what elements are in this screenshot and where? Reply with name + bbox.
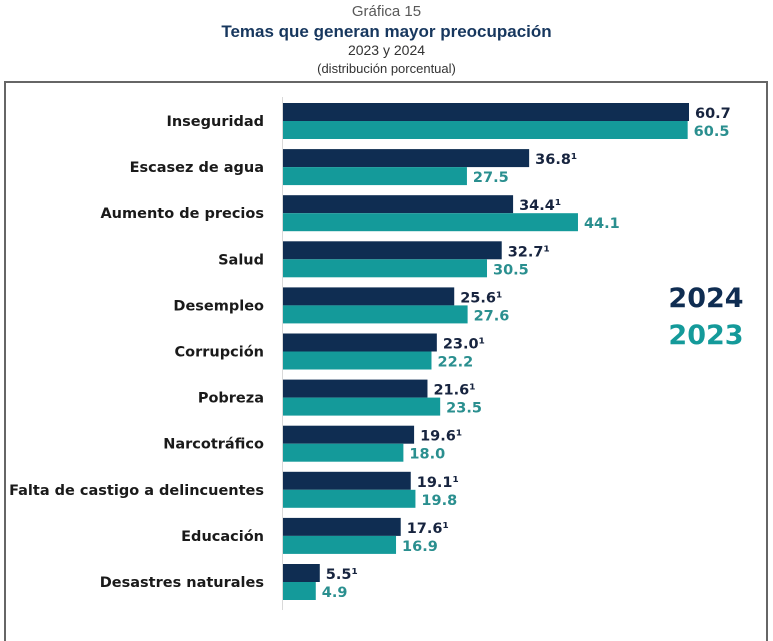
value-label-2023-inseguridad: 60.5: [694, 124, 730, 140]
bar-2023-corrupcion: [283, 351, 432, 370]
bar-chart: Inseguridad Escasez de agua Aumento de pre…: [9, 97, 744, 610]
category-label-falta-de-castigo-a-delincuentes: Falta de castigo a delincuentes: [9, 483, 264, 499]
bar-2023-salud: [283, 259, 488, 278]
category-label-aumento-de-precios: Aumento de precios: [100, 206, 264, 222]
value-label-2024-aumento-de-precios: 34.4¹: [519, 198, 561, 214]
category-label-inseguridad: Inseguridad: [166, 114, 264, 130]
value-label-2024-desastres-naturales: 5.5¹: [326, 567, 358, 583]
category-label-desastres-naturales: Desastres naturales: [100, 575, 264, 591]
bar-2024-escasez-de-agua: [283, 149, 530, 168]
bar-2023-educacion: [283, 535, 397, 554]
value-label-2023-corrupcion: 22.2: [437, 355, 473, 371]
value-label-2024-desempleo: 25.6¹: [460, 290, 502, 306]
value-label-2024-escasez-de-agua: 36.8¹: [535, 152, 577, 168]
category-label-pobreza: Pobreza: [198, 391, 264, 407]
value-label-2024-educacion: 17.6¹: [407, 521, 449, 537]
category-label-corrupcion: Corrupción: [175, 345, 264, 361]
bar-2023-aumento-de-precios: [283, 213, 578, 232]
bar-2024-corrupcion: [283, 333, 437, 352]
bar-2024-pobreza: [283, 379, 428, 398]
bar-2024-educacion: [283, 517, 401, 536]
category-label-escasez-de-agua: Escasez de agua: [130, 160, 264, 176]
value-label-2023-desempleo: 27.6: [474, 308, 510, 324]
value-labels: 60.7 60.5 36.8¹ 27.5 34.4¹ 44.1 32.7¹ 30.5 25.6¹…: [322, 106, 731, 601]
value-label-2024-salud: 32.7¹: [508, 244, 550, 260]
chart-subtitle: 2023 y 2024: [347, 42, 426, 58]
bar-2023-escasez-de-agua: [283, 167, 467, 186]
bar-2024-inseguridad: [283, 103, 689, 121]
chart-title: Temas que generan mayor preocupación: [221, 22, 552, 41]
value-label-2023-salud: 30.5: [493, 262, 529, 278]
category-label-desempleo: Desempleo: [173, 298, 264, 314]
bar-2024-aumento-de-precios: [283, 195, 514, 214]
value-label-2023-desastres-naturales: 4.9: [322, 585, 348, 601]
bars-group: [283, 103, 689, 600]
value-label-2024-falta-de-castigo-a-delincuentes: 19.1¹: [417, 475, 459, 491]
bar-2024-narcotrafico: [283, 425, 415, 444]
value-label-2024-pobreza: 21.6¹: [433, 383, 475, 399]
category-label-educacion: Educación: [181, 529, 264, 545]
chart-kicker: Gráfica 15: [351, 3, 422, 20]
value-label-2024-narcotrafico: 19.6¹: [420, 429, 462, 445]
value-label-2023-educacion: 16.9: [402, 539, 438, 555]
bar-2023-falta-de-castigo-a-delincuentes: [283, 489, 416, 508]
legend: 2024 2023: [668, 283, 743, 351]
chart-note: (distribución porcentual): [317, 61, 456, 76]
value-label-2023-escasez-de-agua: 27.5: [473, 170, 509, 186]
bar-2023-desempleo: [283, 305, 468, 324]
bar-2024-falta-de-castigo-a-delincuentes: [283, 471, 411, 490]
category-label-salud: Salud: [218, 252, 264, 268]
bar-2023-desastres-naturales: [283, 582, 316, 600]
value-label-2024-inseguridad: 60.7: [695, 106, 731, 122]
category-labels: Inseguridad Escasez de agua Aumento de pre…: [9, 114, 264, 591]
bar-2023-narcotrafico: [283, 443, 404, 462]
category-label-narcotrafico: Narcotráfico: [163, 437, 264, 453]
bar-2023-pobreza: [283, 397, 441, 416]
bar-2023-inseguridad: [283, 121, 688, 139]
value-label-2024-corrupcion: 23.0¹: [443, 337, 485, 353]
value-label-2023-pobreza: 23.5: [446, 401, 482, 417]
chart-frame: [4, 81, 768, 641]
value-label-2023-aumento-de-precios: 44.1: [584, 216, 620, 232]
value-label-2023-falta-de-castigo-a-delincuentes: 19.8: [421, 493, 457, 509]
bar-2024-desastres-naturales: [283, 564, 320, 582]
bar-2024-desempleo: [283, 287, 455, 306]
legend-item-2023: 2023: [668, 320, 743, 351]
bar-2024-salud: [283, 241, 502, 260]
legend-item-2024: 2024: [668, 283, 743, 314]
value-label-2023-narcotrafico: 18.0: [409, 447, 445, 463]
